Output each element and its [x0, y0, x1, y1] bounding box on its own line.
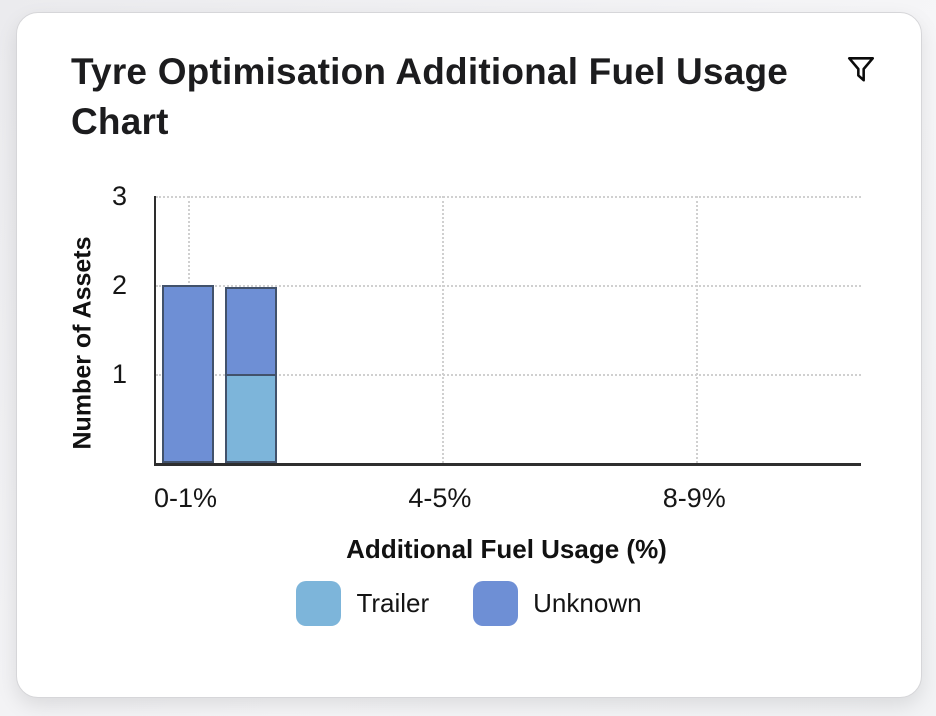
x-axis-ticks: 0-1% 4-5% 8-9%	[154, 483, 859, 517]
y-tick-label: 1	[111, 359, 127, 389]
v-gridline	[696, 196, 699, 463]
filter-button[interactable]	[839, 47, 883, 91]
chart-card: Tyre Optimisation Additional Fuel Usage …	[16, 12, 922, 698]
bar-segment-unknown[interactable]	[225, 287, 278, 376]
chart-legend: Trailer Unknown	[17, 581, 921, 626]
chart-title: Tyre Optimisation Additional Fuel Usage …	[71, 51, 789, 142]
funnel-icon	[847, 57, 875, 82]
y-tick-label: 2	[111, 270, 127, 300]
legend-swatch	[296, 581, 342, 626]
bar-segment-unknown[interactable]	[161, 285, 214, 463]
bar-slot-0	[161, 285, 214, 463]
plot-area	[154, 196, 861, 466]
legend-label: Unknown	[533, 588, 642, 618]
x-tick-label: 4-5%	[408, 483, 472, 513]
legend-item-trailer[interactable]: Trailer	[296, 581, 429, 626]
x-axis-title: Additional Fuel Usage (%)	[346, 534, 667, 564]
x-tick-label: 0-1%	[153, 483, 218, 513]
v-gridline	[441, 196, 444, 463]
bar-segment-trailer[interactable]	[225, 374, 278, 463]
bar-slot-1	[225, 287, 278, 463]
h-gridline	[156, 285, 861, 287]
h-gridline	[156, 196, 861, 198]
legend-swatch	[473, 581, 519, 626]
y-tick-label: 3	[111, 181, 127, 211]
legend-label: Trailer	[356, 588, 430, 618]
h-gridline	[156, 374, 861, 376]
y-axis-ticks: 3 2 1	[91, 182, 135, 463]
legend-item-unknown[interactable]: Unknown	[473, 581, 642, 626]
x-tick-label: 8-9%	[662, 483, 726, 513]
